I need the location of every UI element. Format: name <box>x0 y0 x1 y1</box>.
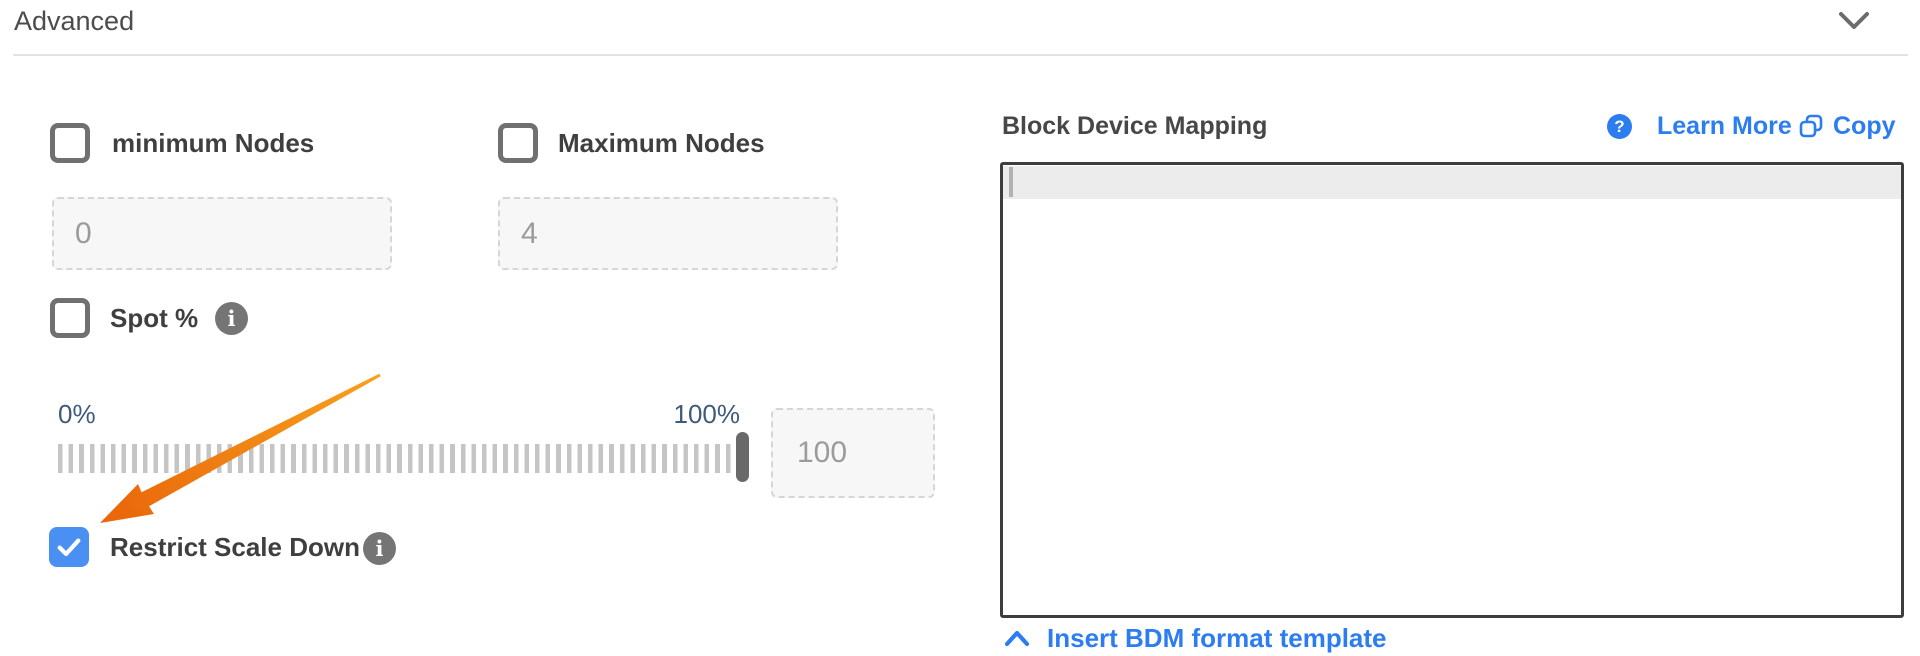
checkmark-icon <box>57 538 81 557</box>
help-icon[interactable]: ? <box>1607 114 1632 139</box>
insert-template-label: Insert BDM format template <box>1047 623 1387 653</box>
restrict-scale-down-checkbox[interactable] <box>49 527 89 567</box>
chevron-up-icon <box>1004 630 1030 647</box>
copy-icon[interactable] <box>1798 113 1825 140</box>
maximum-nodes-input[interactable] <box>498 197 838 270</box>
maximum-nodes-label: Maximum Nodes <box>558 128 765 158</box>
chevron-down-icon[interactable] <box>1838 11 1870 31</box>
restrict-scale-down-label: Restrict Scale Down <box>110 532 360 562</box>
spot-percent-label: Spot % <box>110 303 199 333</box>
editor-active-line <box>1003 166 1901 199</box>
restrict-info-icon[interactable]: i <box>363 532 396 565</box>
minimum-nodes-checkbox[interactable] <box>50 123 90 163</box>
slider-min-label: 0% <box>58 399 96 429</box>
spot-percent-checkbox[interactable] <box>50 298 90 338</box>
bdm-editor[interactable] <box>1000 162 1904 618</box>
insert-template-link[interactable]: Insert BDM format template <box>1004 622 1387 655</box>
bdm-title: Block Device Mapping <box>1002 112 1268 140</box>
copy-link[interactable]: Copy <box>1833 112 1896 140</box>
spot-percent-input[interactable] <box>771 408 935 498</box>
editor-cursor <box>1009 167 1013 197</box>
section-divider <box>13 54 1908 56</box>
learn-more-link[interactable]: Learn More <box>1657 112 1792 140</box>
spot-percent-slider-track[interactable] <box>58 444 738 473</box>
section-title: Advanced <box>14 6 135 36</box>
slider-max-label: 100% <box>673 399 741 429</box>
spot-info-icon[interactable]: i <box>215 302 248 335</box>
slider-handle[interactable] <box>736 432 749 482</box>
minimum-nodes-input[interactable] <box>52 197 392 270</box>
maximum-nodes-checkbox[interactable] <box>498 123 538 163</box>
minimum-nodes-label: minimum Nodes <box>112 128 315 158</box>
